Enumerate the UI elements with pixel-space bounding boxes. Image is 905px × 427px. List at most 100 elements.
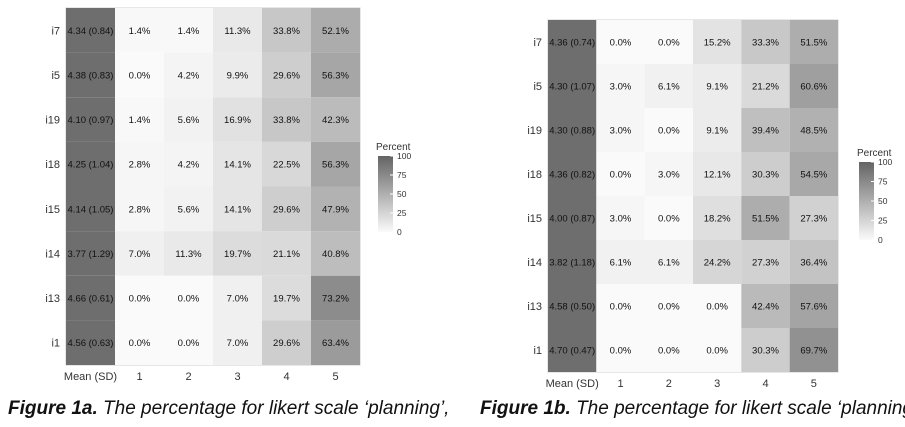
figure-1a: i7 4.34 (0.84) 1.4% 1.4% 11.3% 33.8% 52.1% i5 4.… (8, 7, 449, 419)
cell-i13-3 (213, 275, 262, 321)
cell-label-i1-4: 29.6% (273, 338, 300, 349)
cell-i5-2 (164, 52, 213, 98)
cell-label-i1-3: 0.0% (706, 346, 728, 357)
cell-i14-3 (213, 231, 262, 276)
cell-label-i5-2: 6.1% (658, 82, 680, 93)
cell-i15-3 (213, 186, 262, 232)
cell-i14-5 (789, 240, 838, 284)
cell-label-i13-3: 7.0% (227, 294, 249, 305)
cell-label-i19-5: 42.3% (322, 115, 349, 126)
cell-i5-3 (693, 64, 742, 108)
cell-i13-5 (789, 284, 838, 328)
cell-label-i5-4: 21.2% (752, 82, 779, 93)
cell-i15-5 (789, 196, 838, 240)
cell-label-i18-3: 12.1% (704, 170, 731, 181)
cell-label-i18-1: 2.8% (129, 160, 151, 171)
cell-i5-4 (262, 52, 311, 98)
cell-i14-1 (596, 240, 645, 284)
cell-i14-2 (164, 231, 213, 276)
mean-cell-i7 (548, 20, 597, 64)
cell-i18-5 (311, 141, 360, 187)
cell-i14-3 (693, 240, 742, 284)
mean-label-i14: 3.82 (1.18) (549, 258, 595, 269)
mean-label-i13: 4.58 (0.50) (549, 302, 595, 313)
cell-label-i13-1: 0.0% (129, 294, 151, 305)
row-label-i18: i18 (527, 169, 542, 181)
cell-i5-4 (741, 64, 790, 108)
cell-label-i5-4: 29.6% (273, 70, 300, 81)
col-label-1: 1 (136, 371, 142, 383)
cell-i1-5 (311, 320, 360, 365)
row-label-i14: i14 (45, 248, 60, 260)
cell-i15-1 (115, 186, 164, 232)
cell-label-i5-3: 9.9% (227, 70, 249, 81)
cell-label-i1-4: 30.3% (752, 346, 779, 357)
heatmap-1a: i7 4.34 (0.84) 1.4% 1.4% 11.3% 33.8% 52.1% i5 4.… (45, 7, 411, 383)
cell-i15-3 (693, 196, 742, 240)
cell-label-i7-5: 51.5% (800, 38, 827, 49)
cell-label-i5-3: 9.1% (706, 82, 728, 93)
cell-i18-1 (115, 141, 164, 187)
mean-cell-i14 (548, 240, 597, 284)
cell-label-i19-4: 33.8% (273, 115, 300, 126)
figure-label-1a: Figure 1a. (8, 398, 98, 419)
mean-label-i15: 4.14 (1.05) (68, 204, 114, 215)
row-label-i5: i5 (51, 70, 60, 82)
cell-label-i18-3: 14.1% (224, 160, 251, 171)
cell-i13-5 (311, 275, 360, 321)
cell-i15-4 (741, 196, 790, 240)
cell-i7-1 (115, 8, 164, 53)
cell-i19-4 (741, 108, 790, 152)
cell-i7-2 (164, 8, 213, 53)
mean-cell-i19 (548, 108, 597, 152)
caption-text-1b: The percentage for likert scale ‘plannin… (576, 398, 905, 419)
figure-label-1b: Figure 1b. (480, 398, 571, 419)
cell-label-i5-2: 4.2% (178, 70, 200, 81)
cell-label-i1-1: 0.0% (610, 346, 632, 357)
cell-label-i15-2: 5.6% (178, 204, 200, 215)
cell-label-i5-1: 0.0% (129, 70, 151, 81)
cell-i13-1 (115, 275, 164, 321)
cell-i13-2 (164, 275, 213, 321)
cell-i19-2 (644, 108, 693, 152)
mean-label-i19: 4.10 (0.97) (68, 115, 114, 126)
cell-label-i15-5: 27.3% (800, 214, 827, 225)
mean-cell-i14 (66, 231, 115, 276)
cell-i19-2 (164, 97, 213, 142)
col-label-3: 3 (234, 371, 240, 383)
cell-i15-2 (644, 196, 693, 240)
cell-label-i15-3: 18.2% (704, 214, 731, 225)
caption-1b: Figure 1b. The percentage for likert sca… (480, 398, 905, 420)
mean-cell-i5 (548, 64, 597, 108)
cell-i7-4 (262, 8, 311, 53)
col-label-mean-sd: Mean (SD) (546, 378, 599, 390)
cell-label-i1-2: 0.0% (658, 346, 680, 357)
cell-label-i7-3: 11.3% (224, 26, 251, 37)
mean-label-i5: 4.38 (0.83) (68, 70, 114, 81)
cell-label-i7-2: 1.4% (178, 26, 200, 37)
cell-i1-5 (789, 328, 838, 372)
cell-i1-3 (213, 320, 262, 365)
cell-label-i19-2: 5.6% (178, 115, 200, 126)
col-label-5: 5 (811, 378, 817, 390)
cell-label-i18-1: 0.0% (610, 170, 632, 181)
cell-label-i14-1: 7.0% (129, 249, 151, 260)
mean-label-i18: 4.25 (1.04) (68, 160, 114, 171)
row-label-i18: i18 (45, 159, 60, 171)
cell-label-i7-3: 15.2% (704, 38, 731, 49)
cell-label-i13-5: 73.2% (322, 294, 349, 305)
row-label-i1: i1 (533, 345, 542, 357)
cell-label-i14-3: 19.7% (224, 249, 251, 260)
cell-i18-3 (693, 152, 742, 196)
cell-i5-1 (115, 52, 164, 98)
cell-label-i13-3: 0.0% (706, 302, 728, 313)
cell-i1-1 (115, 320, 164, 365)
cell-i1-2 (644, 328, 693, 372)
cell-label-i14-3: 24.2% (704, 258, 731, 269)
mean-cell-i7 (66, 8, 115, 53)
cell-label-i13-4: 19.7% (273, 294, 300, 305)
cell-label-i15-2: 0.0% (658, 214, 680, 225)
row-label-i14: i14 (527, 257, 542, 269)
cell-label-i5-1: 3.0% (610, 82, 632, 93)
cell-label-i19-4: 39.4% (752, 126, 779, 137)
